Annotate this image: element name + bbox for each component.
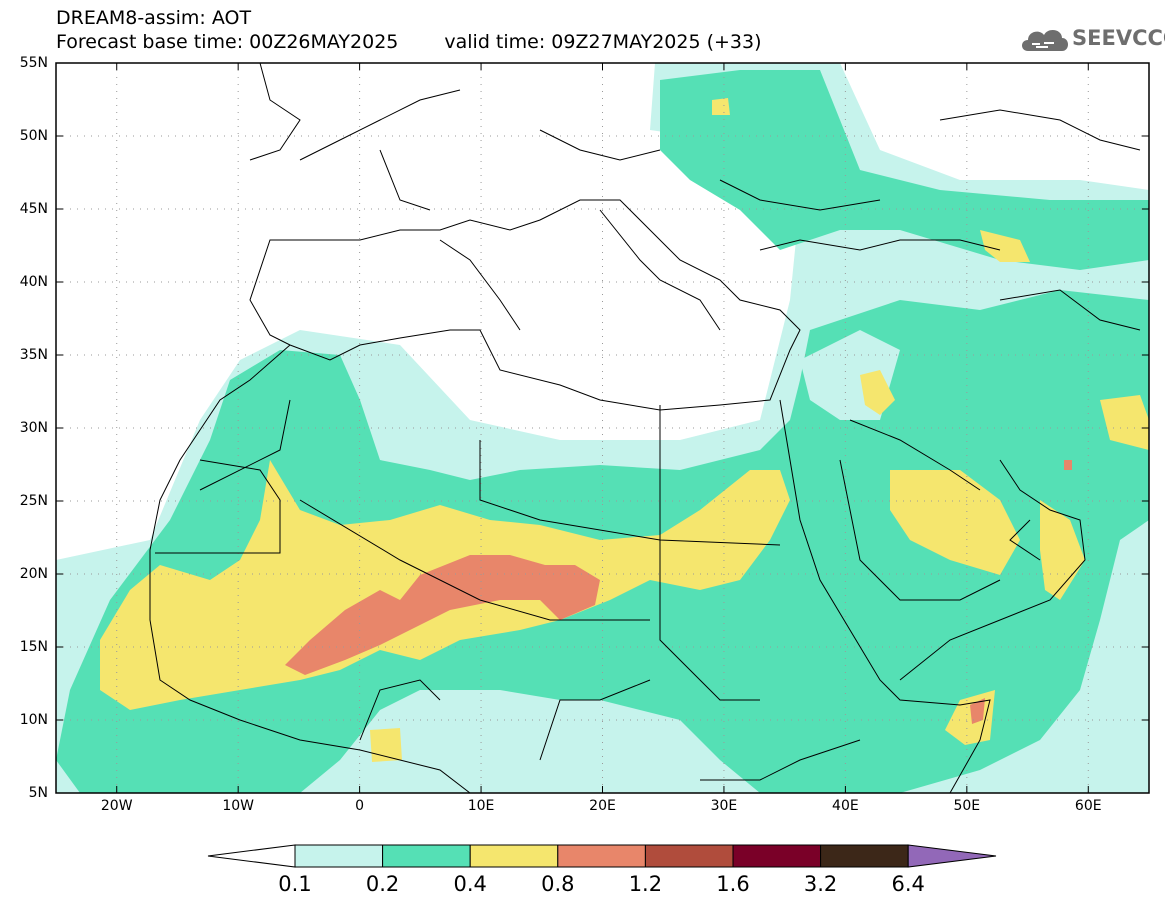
colorbar-label: 1.6 xyxy=(716,872,750,896)
lat-label: 20N xyxy=(19,566,48,582)
colorbar-label: 0.1 xyxy=(278,872,312,896)
colorbar-swatch xyxy=(294,844,384,868)
colorbar-label: 1.2 xyxy=(628,872,663,896)
lat-label: 45N xyxy=(19,201,48,217)
axis-ticks xyxy=(56,62,1149,794)
colorbar xyxy=(207,844,997,868)
map-title: DREAM8-assim: AOT xyxy=(56,7,252,29)
colorbar-label: 3.2 xyxy=(803,872,838,896)
time-info: Forecast base time: 00Z26MAY2025 valid ti… xyxy=(56,31,762,53)
lon-label: 30E xyxy=(710,798,738,814)
valid-time: valid time: 09Z27MAY2025 (+33) xyxy=(444,31,762,53)
colorbar-swatch xyxy=(469,844,559,868)
aot-level-0.8 xyxy=(285,460,1072,724)
lon-label: 10E xyxy=(467,798,495,814)
colorbar-label: 0.2 xyxy=(365,872,400,896)
base-time: Forecast base time: 00Z26MAY2025 xyxy=(56,31,399,53)
lon-label: 60E xyxy=(1074,798,1102,814)
cloud-logo-icon xyxy=(1022,29,1068,51)
lon-label: 10W xyxy=(222,798,254,814)
lat-label: 25N xyxy=(19,493,48,509)
lon-label: 40E xyxy=(832,798,859,814)
colorbar-over-arrow xyxy=(907,844,997,868)
colorbar-swatch xyxy=(732,844,822,868)
lat-label: 5N xyxy=(28,785,48,801)
colorbar-swatch xyxy=(644,844,734,868)
colorbar-swatch xyxy=(820,844,909,868)
lat-label: 35N xyxy=(19,347,48,363)
lon-label: 50E xyxy=(953,798,981,814)
lat-label: 10N xyxy=(19,712,48,728)
lat-label: 40N xyxy=(19,274,48,290)
graticule xyxy=(56,63,1149,793)
lat-label: 15N xyxy=(19,639,48,655)
colorbar-under-arrow xyxy=(207,844,296,868)
colorbar-swatch xyxy=(382,844,471,868)
colorbar-label: 6.4 xyxy=(891,872,925,896)
lat-label: 55N xyxy=(19,55,48,71)
lon-label: 20E xyxy=(589,798,616,814)
colorbar-label: 0.4 xyxy=(453,872,487,896)
colorbar-label: 0.8 xyxy=(541,872,575,896)
lon-label: 20W xyxy=(100,798,133,814)
lat-label: 30N xyxy=(19,420,48,436)
logo-text: SEEVCCC xyxy=(1072,26,1165,50)
lon-label: 0 xyxy=(355,798,365,814)
coastlines xyxy=(149,63,1141,793)
colorbar-swatch xyxy=(557,844,646,868)
lat-label: 50N xyxy=(19,128,48,144)
